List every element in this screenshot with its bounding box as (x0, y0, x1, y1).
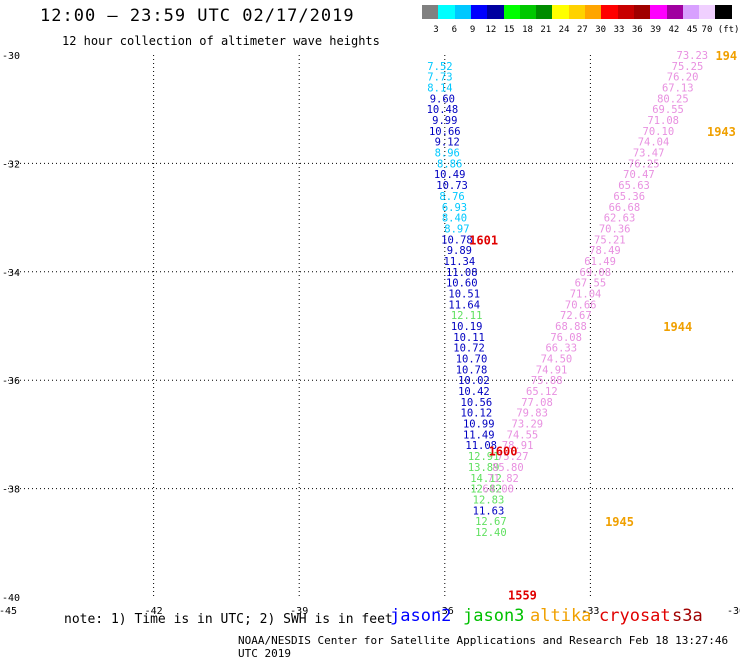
credit-line: NOAA/NESDIS Center for Satellite Applica… (238, 634, 740, 660)
lat-tick-label: -34 (2, 268, 20, 279)
lat-tick-label: -38 (2, 485, 20, 496)
footnote: note: 1) Time is in UTC; 2) SWH is in fe… (64, 612, 393, 627)
time-label: 1601 (469, 233, 498, 247)
time-label: 1944 (663, 320, 692, 334)
legend-entry-s3a: s3a (672, 606, 703, 626)
swh-value: 12.40 (475, 527, 507, 539)
legend-entry-cryosat: cryosat (599, 606, 671, 626)
time-label: 194 (715, 49, 737, 63)
swh-value: 64.00 (482, 484, 514, 496)
lat-tick-label: -32 (2, 159, 20, 170)
time-label: 1945 (605, 515, 634, 529)
time-label: 1943 (707, 125, 736, 139)
track-labels: 1601 1600 1559 194 1943 1944 1945 (469, 49, 737, 602)
lat-tick-label: -36 (2, 376, 20, 387)
axis-ticks: -45-42-39-36-33-30-30-32-34-36-38-40 (0, 51, 740, 617)
lat-tick-label: -30 (2, 51, 20, 62)
time-label: 1559 (508, 588, 537, 602)
legend-entry-jason3: jason3 (463, 606, 524, 626)
track-points: 7.527.738.149.6010.489.9910.669.128.968.… (427, 50, 709, 539)
legend-entry-jason2: jason2 (390, 606, 451, 626)
lat-tick-label: -40 (2, 593, 20, 604)
lon-tick-label: -30 (727, 606, 740, 617)
legend-entry-altika: altika (530, 606, 591, 626)
time-label: 1600 (489, 445, 518, 459)
lon-tick-label: -45 (0, 606, 17, 617)
